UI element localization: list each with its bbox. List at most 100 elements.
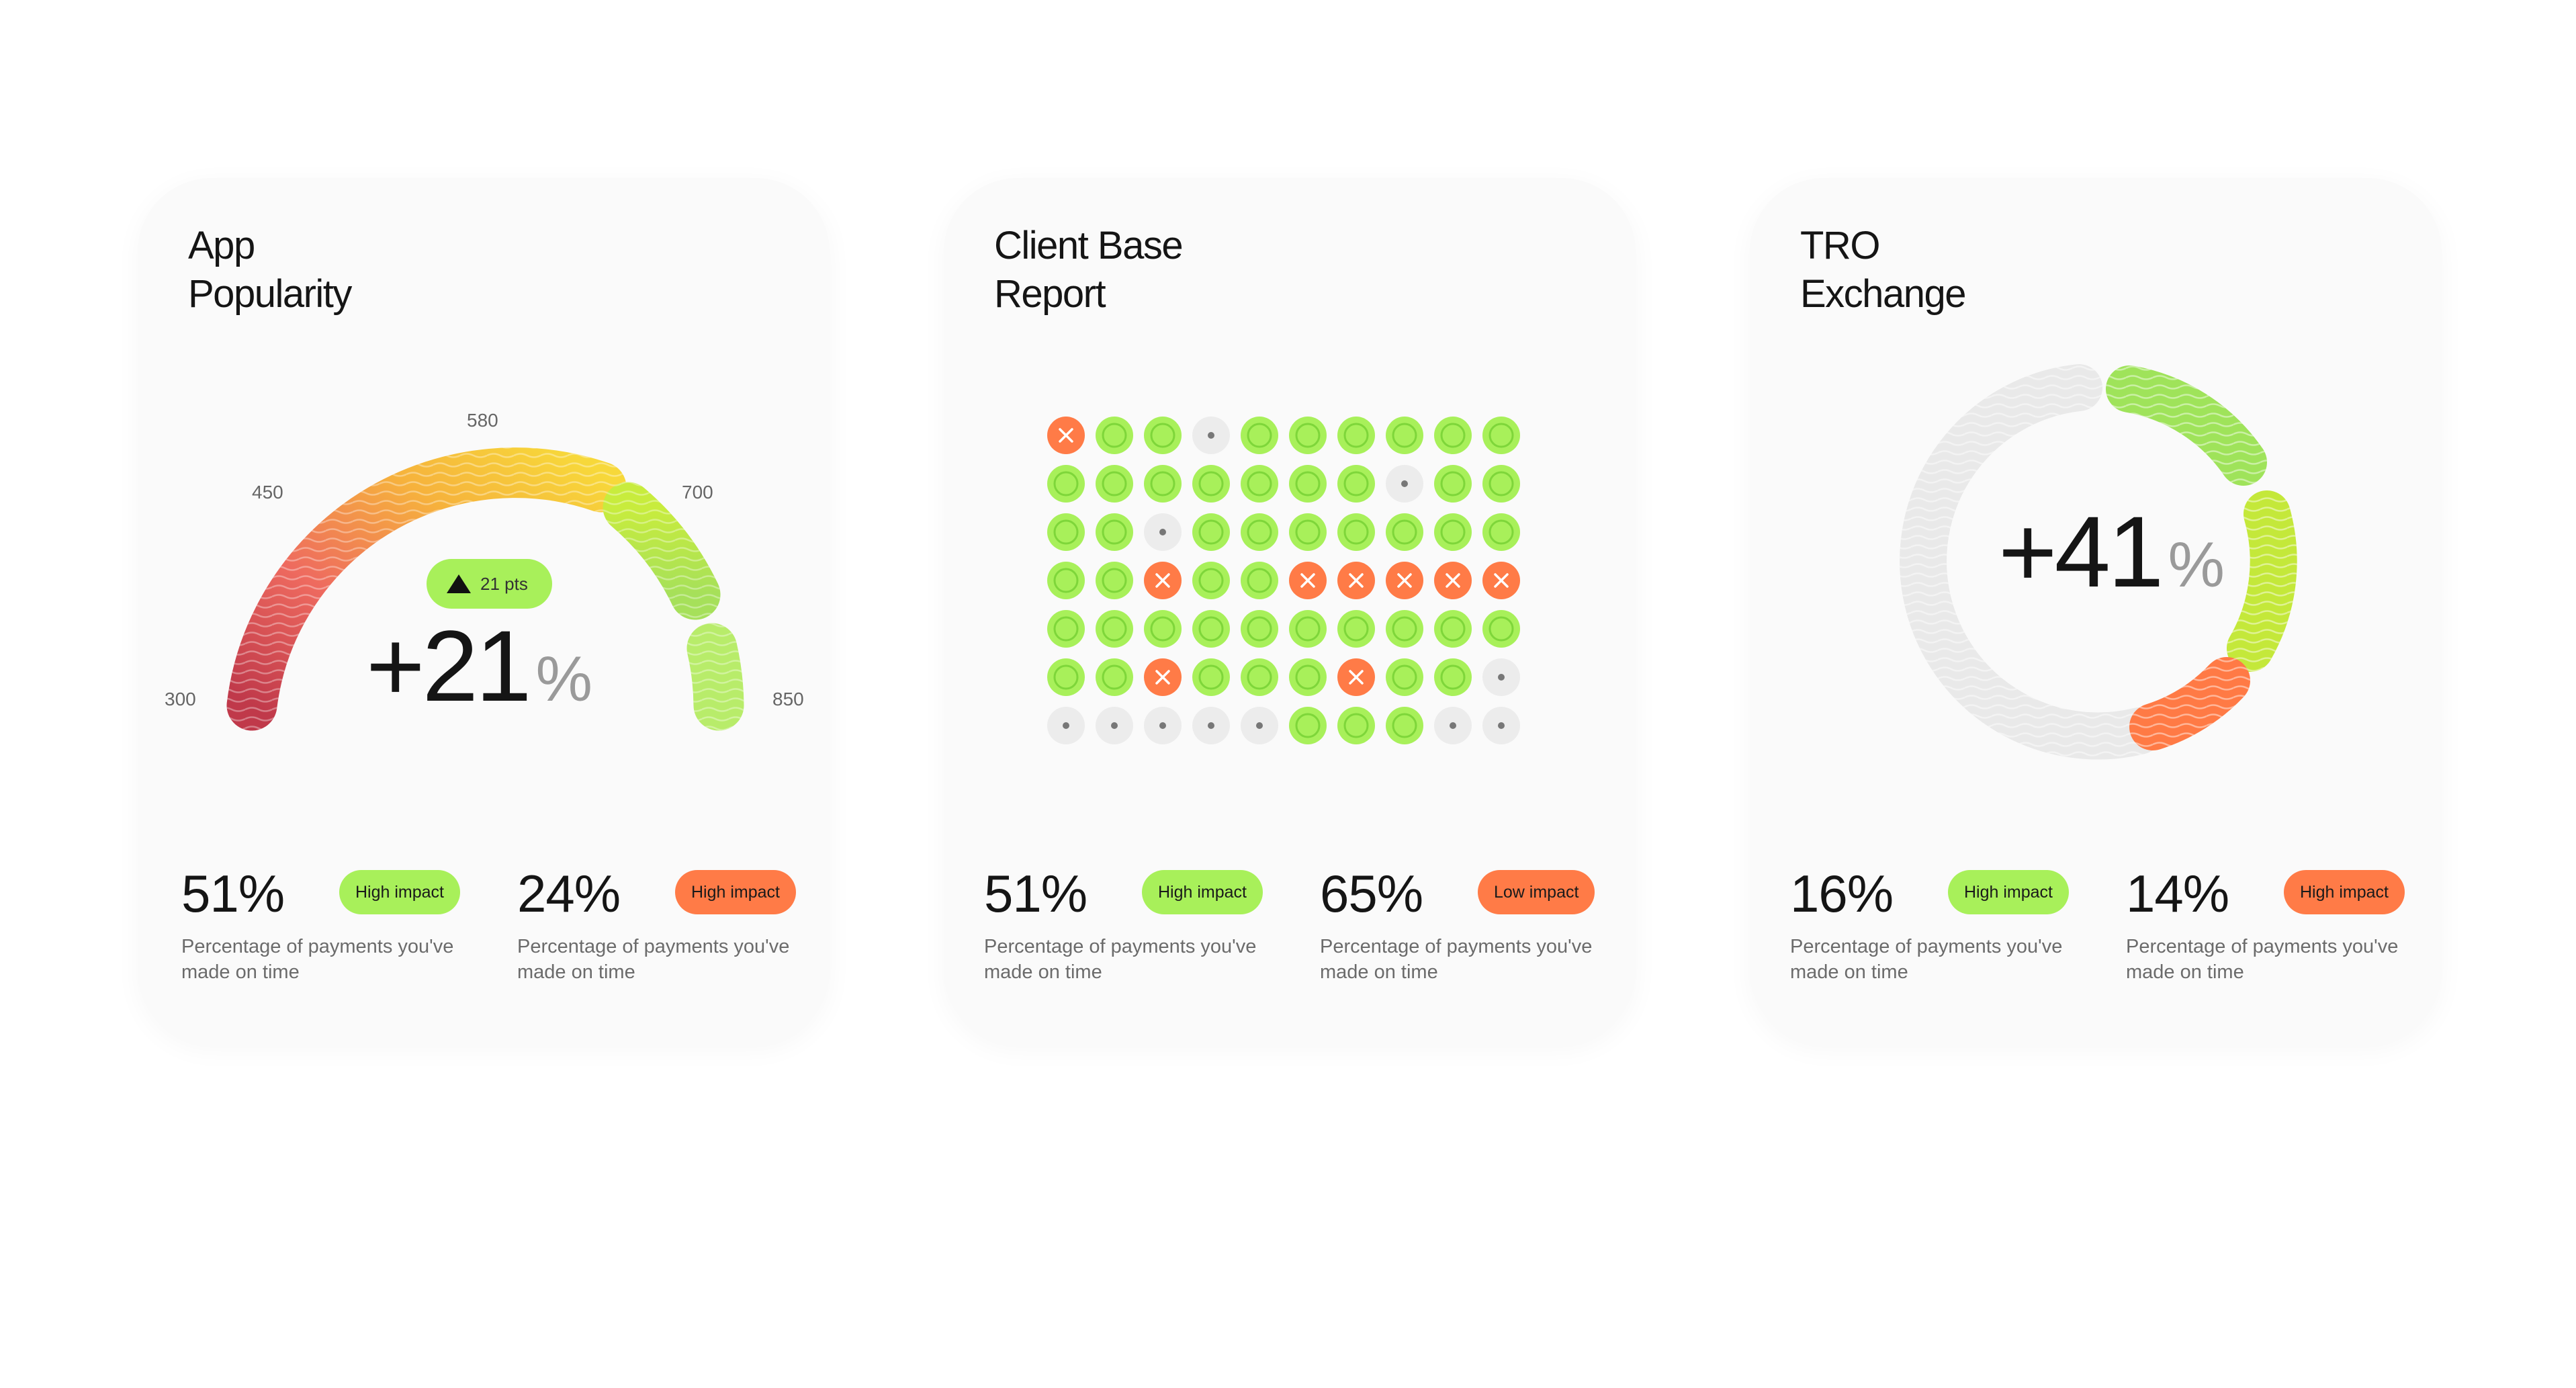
dot-success <box>1386 513 1423 551</box>
dot-success <box>1047 562 1085 599</box>
dot-success <box>1386 610 1423 648</box>
card-title: TRO Exchange <box>1800 222 2270 318</box>
dot-failure <box>1289 562 1327 599</box>
dot-success <box>1482 465 1520 503</box>
impact-badge: High impact <box>339 870 460 914</box>
stat-value: 65% <box>1320 864 1423 923</box>
impact-badge: High impact <box>675 870 796 914</box>
dot-success <box>1289 465 1327 503</box>
dot-success <box>1192 465 1230 503</box>
dot-success <box>1192 562 1230 599</box>
gauge-tick-label: 580 <box>467 410 498 431</box>
dot-success <box>1386 707 1423 744</box>
gauge-tick-label: 300 <box>165 689 196 709</box>
dot-success <box>1386 417 1423 454</box>
title-line: Client Base <box>994 224 1184 267</box>
stat-description: Percentage of payments you've made on ti… <box>181 936 454 983</box>
dot-success <box>1289 417 1327 454</box>
dot-success <box>1337 465 1375 503</box>
stat-description: Percentage of payments you've made on ti… <box>1790 936 2063 983</box>
dot-neutral <box>1096 707 1133 744</box>
pts-change-pill: 21 pts <box>427 559 552 609</box>
impact-badge: High impact <box>1142 870 1263 914</box>
dot-success <box>1144 610 1182 648</box>
dot-success <box>1434 513 1472 551</box>
dot-success <box>1192 513 1230 551</box>
dot-success <box>1047 610 1085 648</box>
dot-success <box>1434 658 1472 696</box>
impact-badge: High impact <box>2284 870 2405 914</box>
dot-neutral <box>1192 707 1230 744</box>
impact-badge: Low impact <box>1478 870 1595 914</box>
gauge-value-number: +21 <box>366 609 531 722</box>
dot-success <box>1096 513 1133 551</box>
card-client-base-report: Client Base Report 51% High impact Perce… <box>944 178 1636 1045</box>
card-app-popularity: App Popularity 300 4 <box>138 178 830 1045</box>
dot-neutral <box>1144 707 1182 744</box>
donut-value-unit: % <box>2168 529 2225 601</box>
dot-neutral <box>1241 707 1278 744</box>
stat-description: Percentage of payments you've made on ti… <box>1320 936 1593 983</box>
dot-success <box>1337 707 1375 744</box>
dot-success <box>1096 562 1133 599</box>
stat-value: 14% <box>2126 864 2229 923</box>
dot-success <box>1192 658 1230 696</box>
dot-success <box>1096 658 1133 696</box>
card-title: App Popularity <box>188 222 658 318</box>
dot-success <box>1144 417 1182 454</box>
dot-success <box>1096 465 1133 503</box>
dot-neutral <box>1386 465 1423 503</box>
stat-description: Percentage of payments you've made on ti… <box>984 936 1257 983</box>
stat-value: 16% <box>1790 864 1894 923</box>
title-line: App <box>188 224 255 267</box>
dot-success <box>1289 707 1327 744</box>
dot-failure <box>1434 562 1472 599</box>
dot-neutral <box>1047 707 1085 744</box>
dot-success <box>1047 658 1085 696</box>
dot-success <box>1144 465 1182 503</box>
card-tro-exchange: TRO Exchange +41% 16% High impact <box>1750 178 2442 1045</box>
dot-success <box>1241 465 1278 503</box>
stat-value: 51% <box>181 864 285 923</box>
dot-failure <box>1047 417 1085 454</box>
dot-success <box>1241 562 1278 599</box>
donut-value: +41% <box>1998 494 2225 610</box>
dot-failure <box>1144 562 1182 599</box>
dot-success <box>1241 610 1278 648</box>
gauge-chart: 300 450 580 700 850 <box>165 410 804 731</box>
dot-neutral <box>1192 417 1230 454</box>
gauge-value-unit: % <box>535 644 592 715</box>
dot-grid <box>1047 417 1520 744</box>
dot-success <box>1289 610 1327 648</box>
dot-success <box>1047 465 1085 503</box>
up-triangle-icon <box>447 574 471 593</box>
dot-failure <box>1337 658 1375 696</box>
dot-success <box>1386 658 1423 696</box>
dot-failure <box>1144 658 1182 696</box>
dot-success <box>1337 417 1375 454</box>
gauge-tick-label: 700 <box>682 482 713 503</box>
dot-failure <box>1386 562 1423 599</box>
stat-description: Percentage of payments you've made on ti… <box>517 936 790 983</box>
gauge-value: +21% <box>366 608 592 724</box>
dot-success <box>1241 513 1278 551</box>
stat-value: 24% <box>517 864 621 923</box>
impact-badge: High impact <box>1948 870 2069 914</box>
dot-success <box>1337 610 1375 648</box>
dot-success <box>1241 417 1278 454</box>
dot-success <box>1434 465 1472 503</box>
stat-description: Percentage of payments you've made on ti… <box>2126 936 2399 983</box>
dot-success <box>1096 610 1133 648</box>
title-line: Report <box>994 272 1106 316</box>
gauge-tick-label: 450 <box>252 482 283 503</box>
dot-success <box>1482 417 1520 454</box>
dot-neutral <box>1482 658 1520 696</box>
dot-neutral <box>1144 513 1182 551</box>
card-title: Client Base Report <box>994 222 1464 318</box>
dot-failure <box>1337 562 1375 599</box>
donut-value-number: +41 <box>1998 495 2164 608</box>
pts-label: 21 pts <box>480 574 528 594</box>
title-line: Popularity <box>188 272 352 316</box>
title-line: TRO <box>1800 224 1880 267</box>
dot-success <box>1289 658 1327 696</box>
